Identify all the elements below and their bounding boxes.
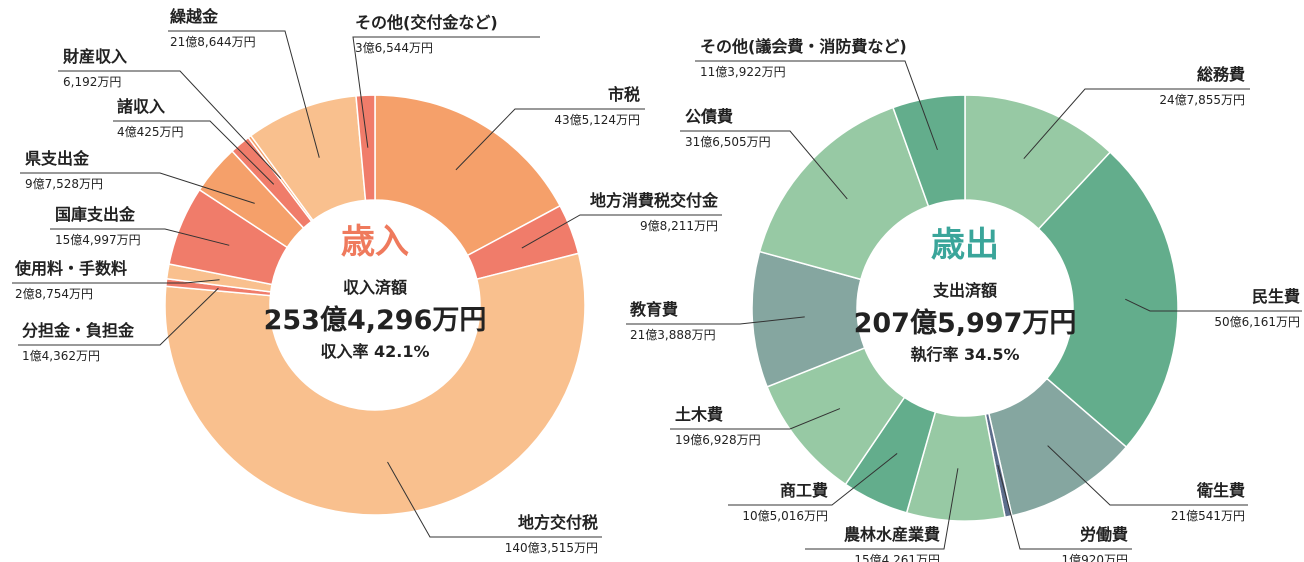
center-title: 歳入 [341, 222, 409, 262]
label-name: 商工費 [780, 481, 828, 500]
leader-line [58, 70, 282, 180]
slice [164, 252, 586, 516]
leader-line [728, 453, 898, 506]
label-value: 21億541万円 [1171, 509, 1245, 523]
leader-line [1023, 88, 1250, 159]
leader-line [521, 214, 722, 249]
label-name: 分担金・負担金 [22, 321, 135, 340]
slice [355, 94, 376, 202]
leader-line [387, 461, 602, 538]
label-value: 140億3,515万円 [505, 541, 598, 555]
label-name: 地方交付税 [518, 513, 598, 532]
label-value: 1億4,362万円 [22, 349, 100, 363]
label-name: 市税 [608, 85, 640, 104]
label-name: 国庫支出金 [55, 205, 136, 224]
label-value: 43億5,124万円 [554, 113, 640, 127]
label-value: 1億920万円 [1061, 553, 1128, 562]
label-name: 財産収入 [63, 47, 127, 66]
label-name: 繰越金 [170, 7, 219, 26]
leader-line [626, 316, 805, 325]
label-name: その他(議会費・消防費など) [700, 37, 907, 56]
leader-line [695, 60, 938, 151]
center-rate: 執行率 34.5% [910, 345, 1019, 364]
label-name: 土木費 [675, 405, 723, 424]
center-label: 収入済額 [343, 278, 407, 297]
label-name: 労働費 [1080, 525, 1128, 544]
label-name: 県支出金 [25, 149, 90, 168]
center-label: 支出済額 [932, 281, 997, 300]
label-value: 24億7,855万円 [1159, 93, 1245, 107]
leader-line [352, 36, 540, 148]
leader-line [168, 30, 320, 158]
leader-line [12, 279, 220, 284]
leader-line [1047, 445, 1248, 506]
label-value: 6,192万円 [63, 75, 121, 89]
label-name: 諸収入 [117, 97, 165, 116]
leader-line [1125, 298, 1302, 312]
label-name: 地方消費税交付金 [590, 191, 719, 210]
center-rate: 収入率 42.1% [320, 342, 429, 361]
label-value: 9億7,528万円 [25, 177, 103, 191]
label-value: 50億6,161万円 [1214, 315, 1300, 329]
label-name: 民生費 [1252, 287, 1300, 306]
leader-line [18, 287, 219, 346]
label-value: 9億8,211万円 [640, 219, 718, 233]
leader-line [455, 108, 645, 171]
label-value: 3億6,544万円 [355, 41, 433, 55]
leader-line [805, 468, 959, 550]
label-name: その他(交付金など) [355, 13, 498, 32]
label-value: 21億8,644万円 [170, 35, 256, 49]
label-name: 教育費 [630, 300, 678, 319]
label-value: 15億4,997万円 [55, 233, 141, 247]
label-value: 10億5,016万円 [742, 509, 828, 523]
label-value: 31億6,505万円 [685, 135, 771, 149]
slice [374, 94, 562, 257]
center-title: 歳出 [931, 225, 999, 265]
leader-line [20, 172, 255, 204]
leader-line [50, 228, 230, 246]
slice [892, 94, 966, 208]
label-name: 総務費 [1197, 65, 1245, 84]
center-value: 253億4,296万円 [264, 305, 487, 336]
slice [1037, 151, 1179, 449]
label-value: 21億3,888万円 [630, 328, 716, 342]
label-name: 使用料・手数料 [14, 259, 127, 278]
label-value: 4億425万円 [117, 125, 184, 139]
leader-line [670, 408, 841, 430]
leader-line [113, 120, 275, 185]
label-value: 19億6,928万円 [675, 433, 761, 447]
slice [758, 106, 930, 281]
leader-line [997, 464, 1132, 550]
leader-line [680, 130, 848, 200]
label-name: 公債費 [685, 107, 733, 126]
label-name: 衛生費 [1196, 481, 1245, 500]
label-name: 農林水産業費 [844, 525, 940, 544]
label-value: 15億4,261万円 [854, 553, 940, 562]
center-value: 207億5,997万円 [854, 308, 1077, 339]
label-value: 11億3,922万円 [700, 65, 786, 79]
label-value: 2億8,754万円 [15, 287, 93, 301]
